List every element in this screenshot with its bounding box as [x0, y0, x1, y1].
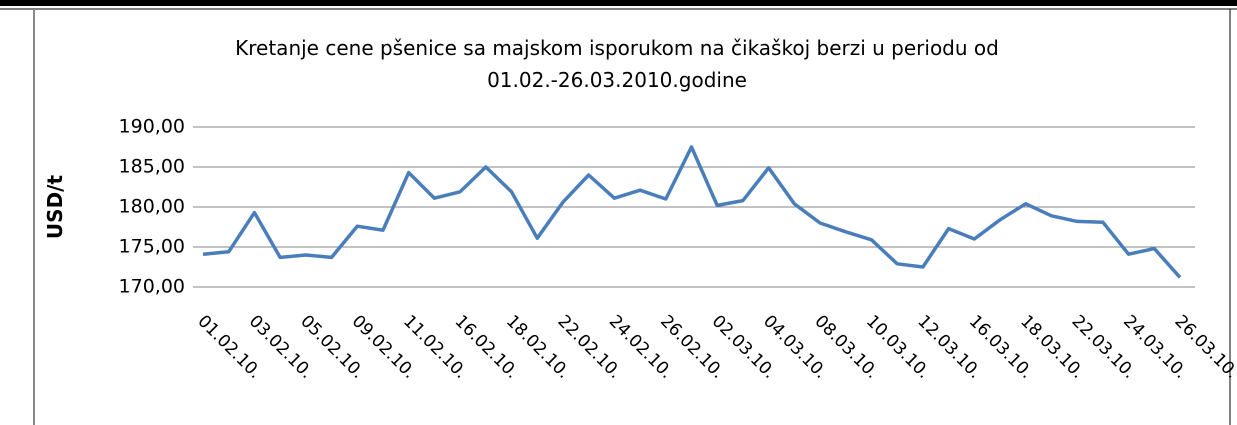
y-tick-label: 175,00 — [119, 236, 185, 258]
y-tick-label: 185,00 — [119, 156, 185, 178]
top-border — [0, 0, 1237, 6]
y-tick-label: 180,00 — [119, 196, 185, 218]
y-axis-label: USD/t — [43, 175, 67, 240]
y-tick-label: 170,00 — [119, 276, 185, 298]
chart-title: Kretanje cene pšenice sa majskom isporuk… — [235, 36, 999, 60]
y-tick-label: 190,00 — [119, 116, 185, 138]
chart-title: 01.02.-26.03.2010.godine — [487, 68, 747, 92]
series-line — [202, 145, 1182, 279]
